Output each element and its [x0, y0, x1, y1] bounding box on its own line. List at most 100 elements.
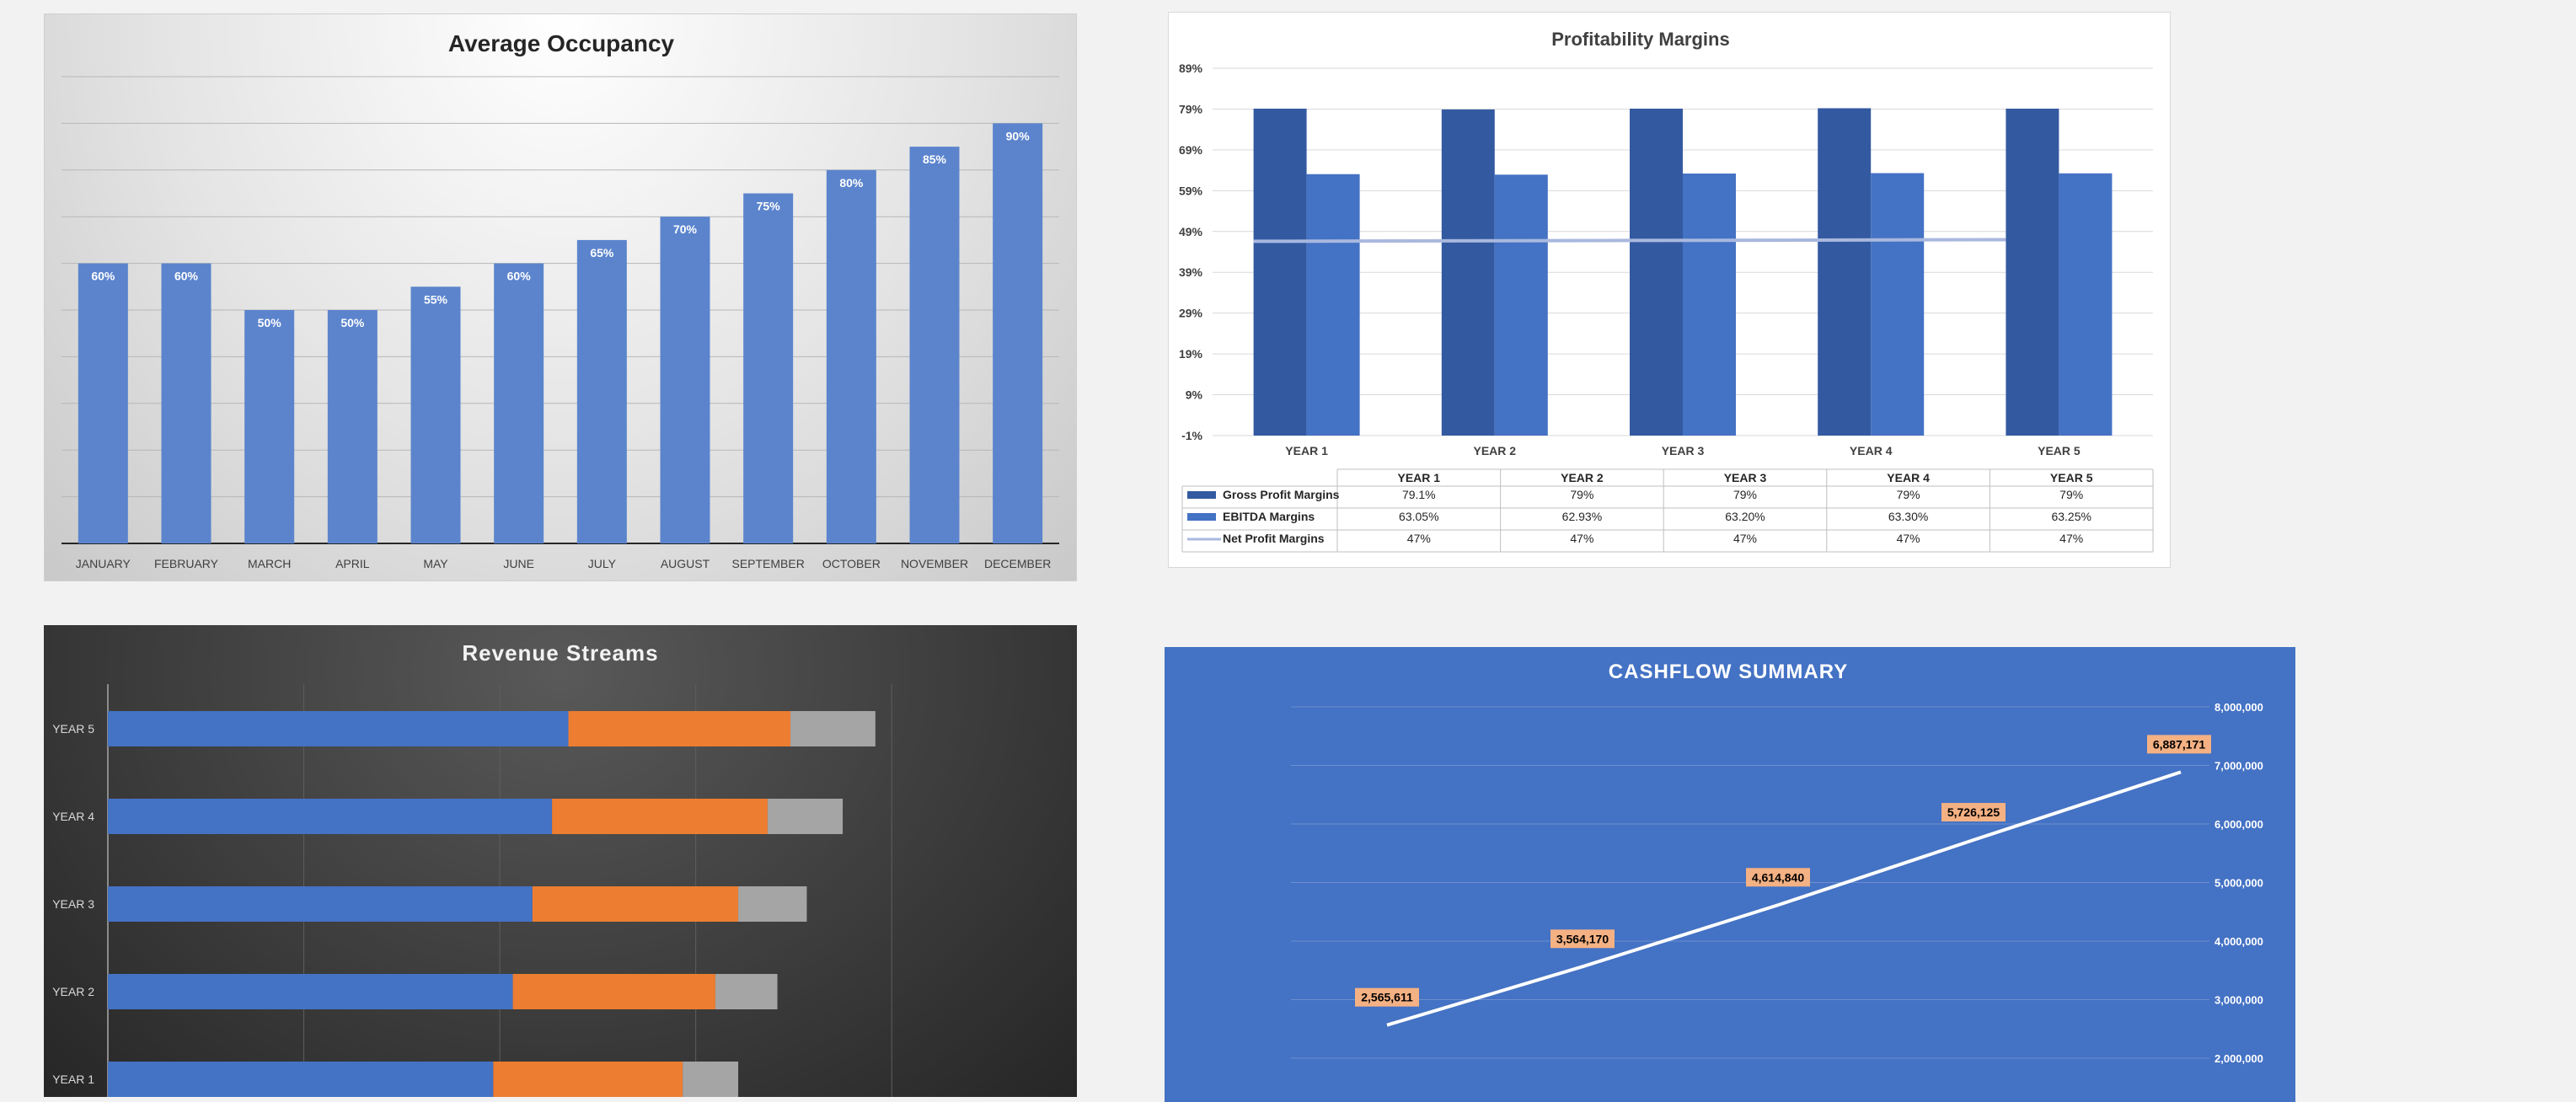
y-tick-label: 3,000,000	[2215, 994, 2263, 1007]
y-tick-label: 8,000,000	[2215, 701, 2263, 714]
y-tick-label: 19%	[1179, 347, 1203, 361]
year-tick-label: YEAR 5	[2038, 444, 2081, 457]
table-value: 79%	[2059, 488, 2083, 501]
revenue-segment-1	[108, 886, 533, 922]
series-legend-label: Net Profit Margins	[1223, 532, 1325, 545]
occupancy-title: Average Occupancy	[448, 30, 675, 56]
cashflow-label-bg	[1550, 929, 1615, 949]
occupancy-data-label: 60%	[91, 270, 115, 283]
y-tick-label: 69%	[1179, 143, 1203, 157]
y-tick-label: 79%	[1179, 102, 1203, 115]
occupancy-data-label: 85%	[923, 152, 947, 166]
occupancy-bar	[743, 193, 794, 543]
table-value: 79%	[1897, 488, 1920, 501]
occupancy-data-label: 75%	[757, 200, 781, 213]
y-tick-label: 59%	[1179, 184, 1203, 197]
revenue-segment-2	[512, 974, 715, 1009]
cashflow-label-bg	[1746, 868, 1810, 887]
table-value: 47%	[1407, 532, 1431, 545]
average-occupancy-chart: Average Occupancy 60% JANUARY 60% FEBRUARY 5…	[44, 13, 1077, 581]
occupancy-bar	[826, 169, 876, 544]
month-tick-label: JANUARY	[76, 557, 131, 570]
y-tick-label: 29%	[1179, 307, 1203, 320]
year-tick-label: YEAR 3	[52, 897, 94, 911]
year-tick-label: YEAR 2	[52, 985, 94, 998]
revenue-segment-2	[568, 711, 791, 746]
y-tick-label: 9%	[1186, 388, 1203, 402]
occupancy-data-label: 60%	[174, 270, 199, 283]
gross-profit-bar	[1253, 108, 1307, 436]
table-value: 63.25%	[2051, 510, 2091, 523]
month-tick-label: OCTOBER	[822, 557, 881, 570]
ebitda-bar	[1306, 174, 1360, 436]
cashflow-data-label: 2,565,611	[1361, 991, 1413, 1004]
month-tick-label: SEPTEMBER	[731, 557, 804, 570]
occupancy-bar	[660, 217, 710, 543]
month-tick-label: FEBRUARY	[154, 557, 219, 570]
revenue-streams-chart: Revenue Streams YEAR 5 YEAR 4 YEAR 3 YEAR 2…	[44, 625, 1077, 1097]
cashflow-data-label: 3,564,170	[1556, 932, 1609, 945]
y-tick-label: 5,000,000	[2215, 877, 2263, 890]
occupancy-bar	[410, 286, 461, 543]
table-value: 79.1%	[1402, 488, 1436, 501]
ebitda-bar	[1494, 174, 1548, 436]
ebitda-bar	[1683, 173, 1736, 436]
year-tick-label: YEAR 4	[1850, 444, 1893, 457]
revenue-segment-3	[738, 886, 807, 922]
occupancy-bar	[327, 310, 378, 543]
year-tick-label: YEAR 1	[52, 1073, 94, 1086]
year-tick-label: YEAR 2	[1474, 444, 1517, 457]
y-tick-label: 39%	[1179, 265, 1203, 279]
gross-profit-bar	[2006, 108, 2059, 436]
cashflow-line	[1386, 770, 2182, 1027]
revenue-segment-1	[108, 974, 513, 1009]
y-tick-label: 7,000,000	[2215, 760, 2263, 773]
year-tick-label: YEAR 3	[1662, 444, 1705, 457]
month-tick-label: DECEMBER	[984, 557, 1051, 570]
revenue-segment-3	[767, 799, 843, 834]
cashflow-title: CASHFLOW SUMMARY	[1609, 661, 1848, 683]
month-tick-label: APRIL	[335, 557, 370, 570]
legend-key-swatch	[1187, 491, 1216, 499]
profitability-margins-chart: Profitability Margins -1% 9% 19% 29% 39% 49% 5…	[1168, 12, 2171, 568]
revenue-segment-1	[108, 1062, 494, 1097]
occupancy-data-label: 70%	[673, 222, 698, 236]
cashflow-data-label: 4,614,840	[1752, 870, 1804, 884]
table-value: 47%	[1570, 532, 1593, 545]
month-tick-label: MARCH	[248, 557, 291, 570]
table-value: 63.30%	[1888, 510, 1928, 523]
table-value: 79%	[1570, 488, 1593, 501]
table-value: 47%	[1897, 532, 1920, 545]
cashflow-label-bg	[1941, 803, 2006, 822]
table-header-year: YEAR 4	[1887, 471, 1930, 484]
occupancy-bar	[494, 263, 544, 543]
month-tick-label: AUGUST	[661, 557, 710, 570]
revenue-segment-3	[715, 974, 778, 1009]
year-tick-label: YEAR 4	[52, 810, 94, 823]
occupancy-data-label: 50%	[340, 316, 365, 329]
month-tick-label: MAY	[423, 557, 448, 570]
ebitda-bar	[2059, 173, 2113, 436]
profitability-svg: Profitability Margins -1% 9% 19% 29% 39% 49% 5…	[1179, 29, 2154, 553]
y-tick-label: 89%	[1179, 62, 1203, 75]
table-header-year: YEAR 5	[2050, 471, 2093, 484]
table-value: 62.93%	[1562, 510, 1602, 523]
series-legend-label: Gross Profit Margins	[1223, 488, 1340, 501]
table-value: 47%	[1733, 532, 1757, 545]
table-value: 63.05%	[1399, 510, 1438, 523]
revenue-segment-2	[532, 886, 739, 922]
profitability-title: Profitability Margins	[1551, 29, 1729, 50]
occupancy-data-label: 90%	[1006, 129, 1031, 142]
occupancy-data-label: 50%	[258, 316, 282, 329]
revenue-segment-1	[108, 711, 569, 746]
y-tick-label: 6,000,000	[2215, 818, 2263, 831]
year-tick-label: YEAR 5	[52, 722, 94, 736]
table-value: 47%	[2059, 532, 2083, 545]
table-value: 79%	[1733, 488, 1757, 501]
revenue-segment-2	[493, 1062, 683, 1097]
table-header-year: YEAR 2	[1561, 471, 1604, 484]
revenue-title: Revenue Streams	[462, 640, 658, 666]
cashflow-summary-chart: CASHFLOW SUMMARY 2,000,000 3,000,000 4,000…	[1165, 647, 2295, 1102]
month-tick-label: JULY	[588, 557, 617, 570]
occupancy-data-label: 65%	[590, 246, 614, 259]
